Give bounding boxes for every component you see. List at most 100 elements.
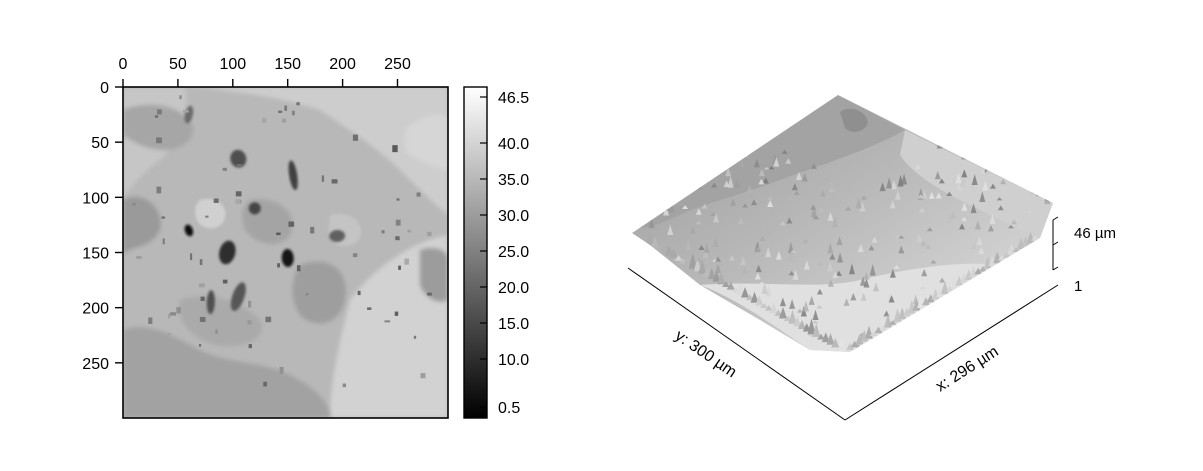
surface-peak <box>696 179 703 190</box>
surface-peak <box>795 171 802 181</box>
surface-peak <box>1044 192 1051 205</box>
surface-peak <box>742 203 749 208</box>
speck <box>222 279 228 284</box>
surface-roughness <box>646 138 1051 352</box>
speck <box>352 134 358 141</box>
surface-edge-peak <box>974 267 983 275</box>
surface-peak <box>819 189 826 197</box>
surface-peak <box>961 169 968 178</box>
surface-edge-peak <box>684 250 692 266</box>
colorbar-tick-label: 46.5 <box>498 90 529 107</box>
surface-peak <box>832 215 839 228</box>
speck <box>262 117 267 123</box>
surface-peak <box>893 264 900 269</box>
surface-peak <box>791 182 798 191</box>
surface-edge-peak <box>964 269 973 280</box>
speck <box>384 320 391 323</box>
speck <box>413 335 417 339</box>
surface-edge-peak <box>693 258 702 272</box>
surface-peak <box>667 224 674 236</box>
surface-peak <box>901 173 908 185</box>
surface-peak <box>779 220 786 226</box>
surface-peak <box>898 245 905 254</box>
surface-peak <box>987 224 994 232</box>
surface-peak <box>758 168 765 177</box>
surface-edge-peak <box>945 285 954 292</box>
surface-peak <box>737 217 744 225</box>
surface-edge-peak <box>874 326 883 334</box>
surface-peak <box>1011 219 1018 225</box>
surface-peak <box>663 205 670 211</box>
surface-peak <box>779 297 786 307</box>
surface-edge-peak <box>926 294 935 303</box>
surface-peak <box>792 269 799 280</box>
surface-peak <box>850 292 857 301</box>
surface-edge-peak <box>736 282 745 295</box>
surface-edge-peak <box>760 303 768 308</box>
x-tick-label: 250 <box>384 56 411 73</box>
surface-peak <box>816 288 823 295</box>
surface-peak <box>842 351 849 352</box>
y-tick-label: 0 <box>100 80 109 97</box>
surface-peak <box>786 217 793 224</box>
surface-peak <box>767 196 774 201</box>
surface-peak <box>868 245 875 251</box>
speck <box>305 293 309 296</box>
colorbar-tick-label: 10.0 <box>498 352 529 369</box>
surface-peak <box>816 305 823 309</box>
surface-peak <box>742 151 749 158</box>
surface-edge-peak <box>669 248 678 259</box>
surface-peak <box>827 279 834 287</box>
surface-edge-peak <box>1021 235 1030 247</box>
y-tick-label: 50 <box>91 135 109 152</box>
surface-peak <box>996 197 1003 201</box>
surface-edge-peak <box>855 334 864 345</box>
x-tick-label: 200 <box>329 56 356 73</box>
dark-feature <box>248 202 261 215</box>
surface-peak <box>765 247 772 258</box>
surface-peak <box>695 221 702 225</box>
y-tick-label: 150 <box>82 246 109 263</box>
surface-peak <box>723 180 730 188</box>
surface-peak <box>898 235 905 239</box>
speck <box>167 332 171 336</box>
surface-peak <box>773 157 780 167</box>
surface-peak <box>701 203 708 209</box>
surface-peak <box>787 251 794 262</box>
speck <box>199 316 206 322</box>
surface-peak <box>817 261 824 266</box>
surface-peak <box>916 233 923 242</box>
surface-peak <box>810 163 817 169</box>
surface-peak <box>802 238 809 244</box>
surface-peak <box>869 263 876 276</box>
surface-peak <box>808 295 815 305</box>
surface-peak <box>857 244 864 253</box>
surface-edge-peak <box>674 254 683 261</box>
dark-feature <box>206 290 215 315</box>
surface-peak <box>711 182 718 188</box>
surface-peak <box>889 269 896 278</box>
speck <box>296 102 300 106</box>
dark-feature <box>329 229 346 242</box>
surface-edge-peak <box>988 255 997 266</box>
speck <box>284 105 288 111</box>
surface-edge-peak <box>869 331 878 336</box>
surface-edge-peak <box>750 291 759 303</box>
surface-peak <box>938 178 945 184</box>
surface-peak <box>863 277 870 288</box>
surface-peak <box>801 172 808 182</box>
surface-peak <box>872 282 879 292</box>
speck <box>222 167 227 171</box>
surface-edge-peak <box>698 259 707 274</box>
speck <box>404 258 409 265</box>
surface-peak <box>936 138 943 149</box>
surface-edge-peak <box>998 254 1006 261</box>
surface-edge-peak <box>807 318 816 335</box>
surface-peak <box>955 172 962 184</box>
surface-peak <box>845 206 852 211</box>
speck <box>161 216 166 219</box>
surface-peak <box>762 177 769 184</box>
speck <box>132 202 136 206</box>
surface-peak <box>919 285 926 290</box>
surface-z-top-label: 46 µm <box>1074 225 1116 242</box>
